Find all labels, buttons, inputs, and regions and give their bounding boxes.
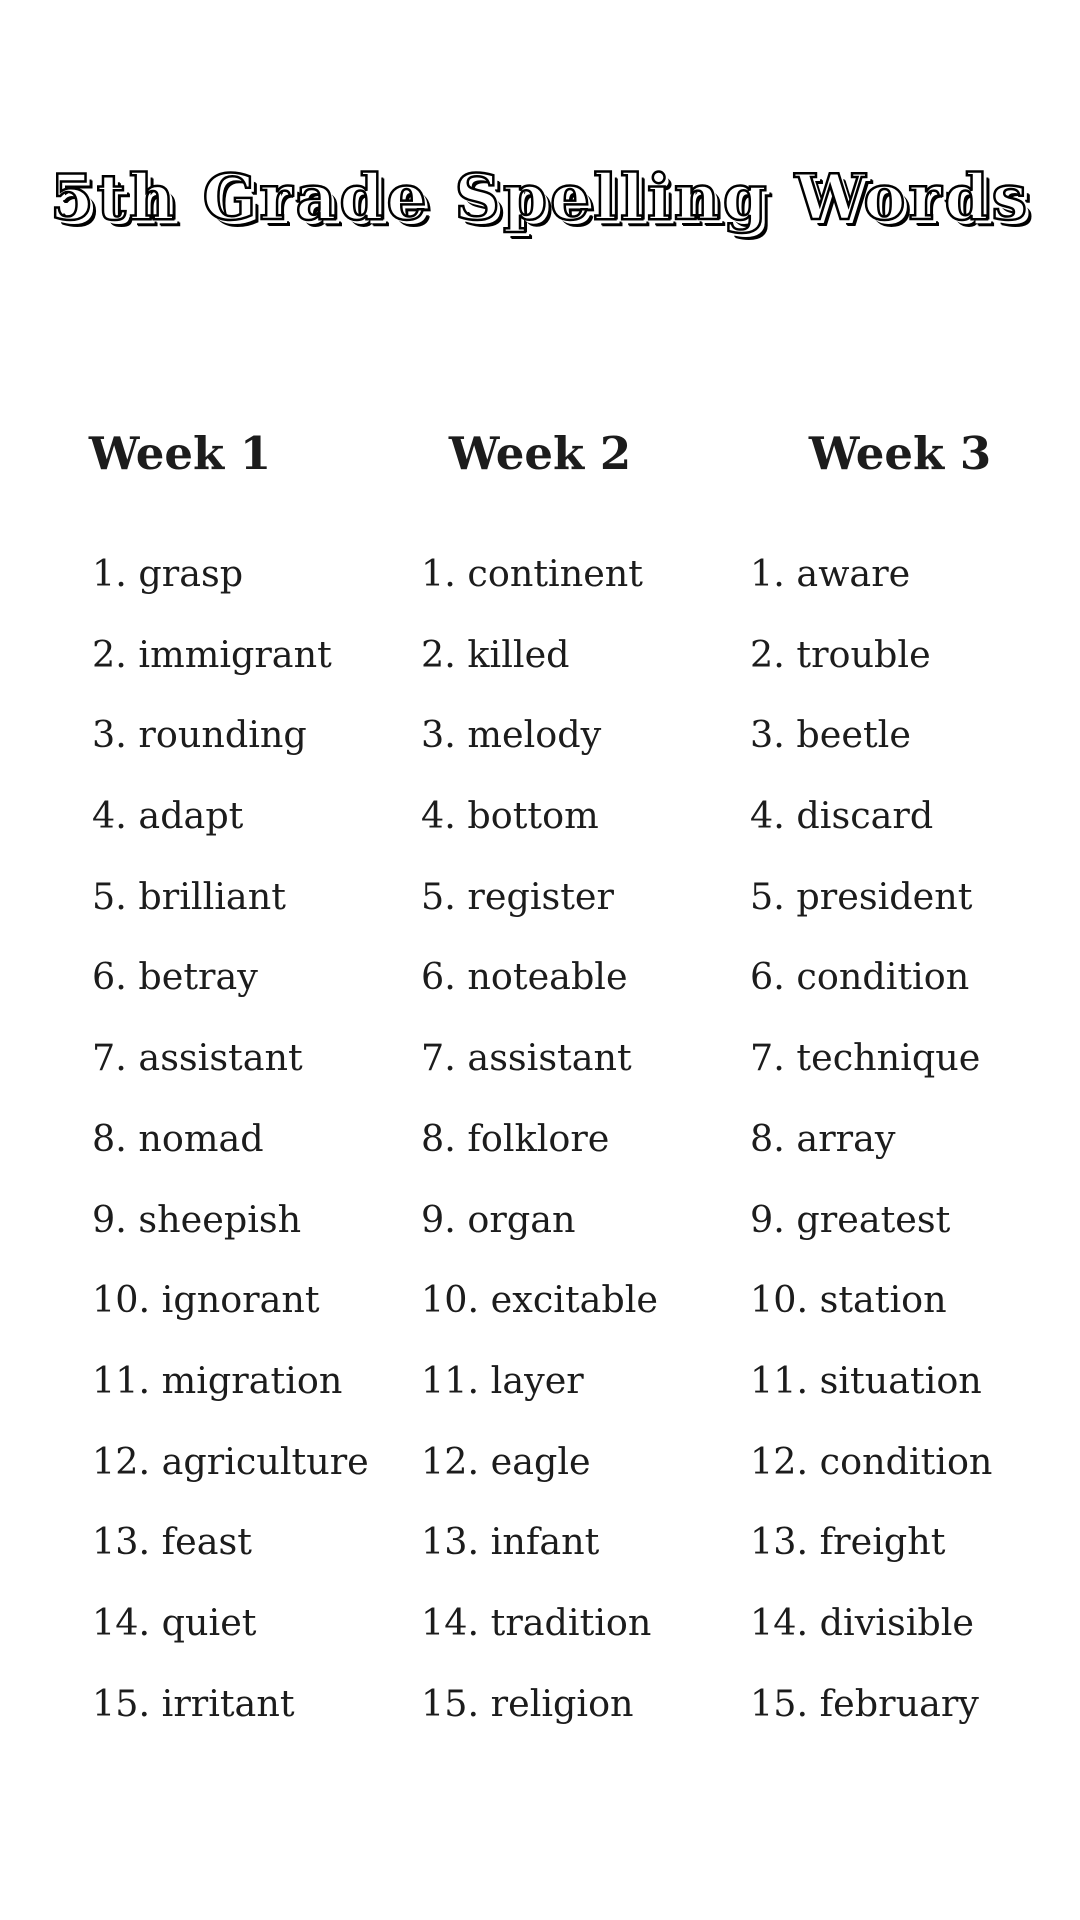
word-item: 9. organ [421, 1197, 576, 1241]
word-item: 1. continent [421, 552, 643, 595]
word-item: 10. excitable [421, 1278, 659, 1322]
week-3-word-list: 1. aware 2. trouble 3. beetle 4. discard 5. … [750, 534, 992, 1744]
word-item: 6. noteable [421, 955, 628, 999]
word-item: 2. trouble [750, 632, 931, 676]
word-item: 3. melody [421, 713, 602, 757]
word-item: 5. register [421, 874, 614, 918]
word-item: 13. feast [92, 1520, 252, 1564]
word-item: 12. condition [750, 1439, 993, 1483]
word-item: 11. migration [92, 1358, 343, 1402]
word-item: 8. array [750, 1116, 896, 1160]
word-item: 12. agriculture [92, 1439, 369, 1483]
word-item: 15. irritant [92, 1681, 295, 1725]
word-item: 5. brilliant [92, 874, 286, 918]
word-item: 4. discard [750, 794, 934, 838]
word-item: 14. tradition [421, 1600, 652, 1644]
word-item: 7. assistant [421, 1036, 632, 1080]
week-1-word-list: 1. grasp 2. immigrant 3. rounding 4. adapt 5… [92, 534, 369, 1744]
word-item: 9. sheepish [92, 1197, 302, 1241]
word-item: 11. situation [750, 1358, 982, 1402]
word-item: 5. president [750, 874, 973, 918]
word-item: 7. assistant [92, 1036, 303, 1080]
word-item: 14. divisible [750, 1600, 975, 1644]
week-3-header: Week 3 [808, 427, 992, 480]
week-1-header: Week 1 [88, 427, 272, 480]
word-item: 13. freight [750, 1520, 946, 1564]
word-item: 8. folklore [421, 1116, 610, 1160]
word-item: 12. eagle [421, 1439, 591, 1483]
word-item: 13. infant [421, 1520, 600, 1564]
week-2-header: Week 2 [448, 427, 632, 480]
word-item: 3. rounding [92, 713, 307, 757]
word-item: 15. religion [421, 1681, 634, 1725]
word-item: 7. technique [750, 1036, 981, 1080]
word-item: 15. february [750, 1681, 979, 1725]
word-item: 2. killed [421, 632, 570, 676]
word-item: 6. betray [92, 955, 258, 999]
word-item: 3. beetle [750, 713, 911, 757]
word-item: 10. station [750, 1278, 947, 1322]
word-item: 2. immigrant [92, 632, 332, 676]
word-item: 4. bottom [421, 794, 599, 838]
word-item: 10. ignorant [92, 1278, 320, 1322]
word-item: 1. aware [750, 552, 911, 595]
word-item: 4. adapt [92, 794, 244, 838]
word-item: 6. condition [750, 955, 970, 999]
word-item: 14. quiet [92, 1600, 257, 1644]
word-item: 8. nomad [92, 1116, 264, 1160]
page-title: 5th Grade Spelling Words [49, 159, 1031, 236]
word-item: 1. grasp [92, 552, 244, 595]
word-item: 11. layer [421, 1358, 584, 1402]
week-2-word-list: 1. continent 2. killed 3. melody 4. bottom 5… [421, 534, 658, 1744]
word-item: 9. greatest [750, 1197, 951, 1241]
